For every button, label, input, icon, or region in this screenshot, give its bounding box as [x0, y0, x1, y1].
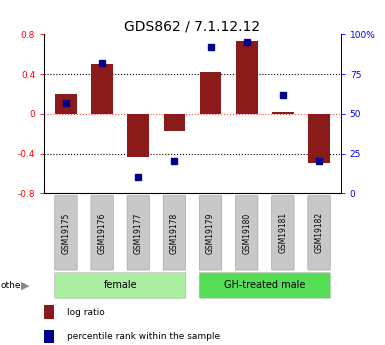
Text: GSM19181: GSM19181 [278, 212, 287, 254]
Text: ▶: ▶ [21, 280, 29, 290]
FancyBboxPatch shape [55, 273, 186, 298]
Text: GSM19177: GSM19177 [134, 212, 143, 254]
FancyBboxPatch shape [91, 196, 113, 270]
Bar [164, 114, 185, 131]
FancyBboxPatch shape [199, 273, 330, 298]
Text: GSM19175: GSM19175 [62, 212, 70, 254]
FancyBboxPatch shape [163, 196, 186, 270]
FancyBboxPatch shape [272, 196, 294, 270]
FancyBboxPatch shape [308, 196, 330, 270]
Bar [308, 114, 330, 164]
FancyBboxPatch shape [55, 196, 77, 270]
Bar [127, 114, 149, 157]
Bar [200, 72, 221, 114]
Text: GSM19179: GSM19179 [206, 212, 215, 254]
Text: GSM19182: GSM19182 [315, 212, 323, 254]
FancyBboxPatch shape [236, 196, 258, 270]
Text: GSM19176: GSM19176 [98, 212, 107, 254]
FancyBboxPatch shape [127, 196, 149, 270]
Bar [91, 64, 113, 114]
Text: log ratio: log ratio [67, 308, 104, 317]
Text: GH-treated male: GH-treated male [224, 280, 305, 290]
Bar [55, 94, 77, 114]
Text: GSM19178: GSM19178 [170, 212, 179, 254]
Bar [44, 330, 54, 343]
Title: GDS862 / 7.1.12.12: GDS862 / 7.1.12.12 [124, 19, 261, 33]
Bar [44, 305, 54, 319]
Bar [272, 112, 294, 114]
Text: female: female [104, 280, 137, 290]
Text: other: other [1, 281, 25, 290]
Bar [236, 41, 258, 114]
Text: percentile rank within the sample: percentile rank within the sample [67, 332, 219, 341]
FancyBboxPatch shape [199, 196, 222, 270]
Text: GSM19180: GSM19180 [242, 212, 251, 254]
